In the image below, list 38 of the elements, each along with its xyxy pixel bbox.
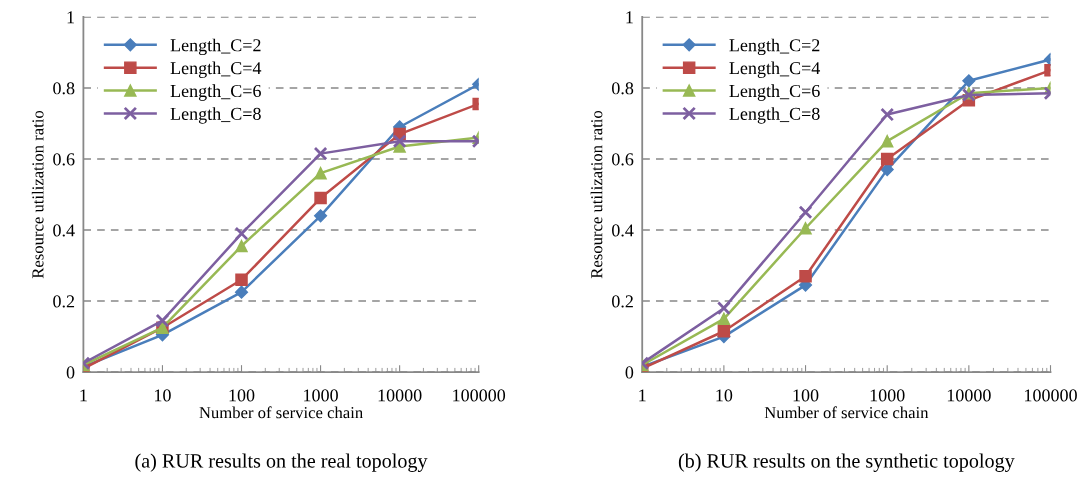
x-tick-label: 10000 [378, 389, 422, 402]
text: (a) RUR results on the real topology [135, 453, 428, 472]
x-tick-label: 100000 [1025, 389, 1077, 402]
y-tick-label: 0.2 [53, 295, 75, 308]
y-tick-label: 1 [67, 11, 74, 24]
x-tick-label: 10000 [947, 389, 991, 402]
x-tick-label: 1000 [304, 389, 338, 402]
legend-label: Length_C=2 [170, 38, 261, 56]
legend-label: Length_C=6 [170, 84, 261, 101]
legend-label: Length_C=4 [170, 61, 262, 78]
x-tick-label: 10 [716, 389, 733, 402]
y-tick-label: 0.4 [53, 224, 75, 237]
y-tick-label: 0 [625, 366, 634, 379]
x-tick-label: 1 [80, 389, 87, 402]
y-tick-label: 0 [66, 366, 75, 379]
x-tick-label: 1000 [870, 389, 905, 402]
legend-label: Length_C=6 [729, 84, 820, 101]
x-tick-label: 100000 [453, 389, 506, 402]
y-tick-label: 0.6 [53, 153, 75, 166]
x-axis-title: Number of service chain [764, 406, 929, 419]
x-tick-label: 1 [639, 389, 646, 402]
legend-label: Length_C=8 [729, 107, 820, 124]
legend-label: Length_C=2 [729, 38, 820, 56]
y-tick-label: 0.4 [612, 224, 634, 237]
x-tick-label: 100 [229, 389, 255, 402]
x-axis-title: Number of service chain [199, 406, 363, 419]
legend-label: Length_C=4 [729, 61, 821, 78]
y-axis-title: Resource utilization ratio [31, 110, 44, 279]
y-tick-label: 0.6 [612, 153, 634, 166]
y-tick-label: 1 [626, 11, 633, 24]
y-tick-label: 0.2 [612, 295, 633, 308]
x-tick-label: 10 [155, 389, 171, 402]
x-tick-label: 100 [793, 389, 819, 402]
y-tick-label: 0.8 [53, 82, 75, 95]
legend-label: Length_C=8 [170, 107, 261, 124]
y-tick-label: 0.8 [612, 82, 634, 95]
y-axis-title: Resource utilization ratio [590, 110, 603, 279]
text: (b) RUR results on the synthetic topology [678, 453, 1015, 472]
